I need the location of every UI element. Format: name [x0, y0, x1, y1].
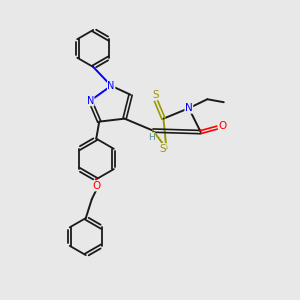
Text: S: S [153, 90, 159, 100]
Text: H: H [148, 133, 155, 142]
Text: N: N [87, 96, 94, 106]
Text: S: S [160, 143, 166, 154]
Text: O: O [92, 181, 100, 191]
Text: N: N [185, 103, 193, 113]
Text: O: O [218, 121, 227, 131]
Text: N: N [107, 81, 115, 91]
